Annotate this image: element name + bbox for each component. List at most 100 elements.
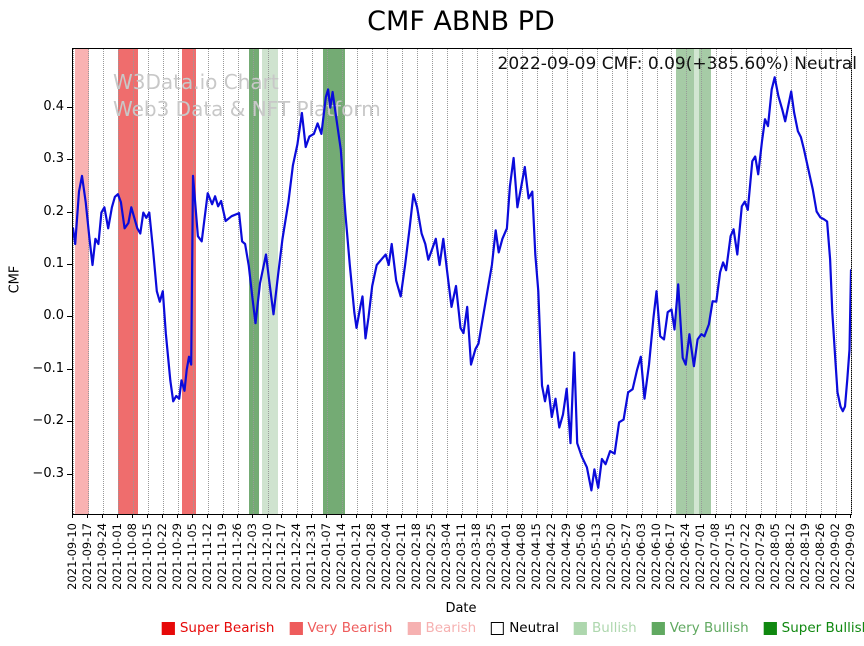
x-tick-label: 2021-12-10 — [259, 523, 274, 590]
y-tick-label: 0.2 — [43, 203, 64, 219]
x-tick-mark — [520, 514, 522, 518]
x-tick-mark — [610, 514, 612, 518]
x-tick-mark — [72, 514, 73, 518]
gridline — [551, 49, 553, 514]
y-tick-mark — [67, 473, 72, 475]
x-tick-mark — [371, 514, 373, 518]
x-tick-mark — [595, 514, 597, 518]
x-tick-label: 2021-12-03 — [244, 523, 259, 590]
x-tick-mark — [775, 514, 777, 518]
plot-area: W3Data.io Chart Web3 Data & NFT Platform… — [72, 48, 857, 515]
gridline — [686, 49, 688, 514]
x-tick-mark — [745, 514, 747, 518]
legend: Super Bearish Very Bearish Bearish Neutral B… — [161, 620, 864, 636]
x-tick-mark — [820, 514, 822, 518]
x-tick-mark — [281, 514, 283, 518]
x-tick-mark — [730, 514, 732, 518]
legend-label: Super Bullish — [781, 620, 864, 636]
legend-item-bullish: Bullish — [574, 620, 637, 636]
x-tick-label: 2022-02-25 — [424, 523, 439, 590]
x-tick-mark — [715, 514, 717, 518]
x-tick-label: 2022-03-18 — [468, 523, 483, 590]
x-tick-mark — [490, 514, 492, 518]
gridline — [566, 49, 568, 514]
gridline — [267, 49, 269, 514]
x-tick-label: 2022-08-19 — [798, 523, 813, 590]
x-tick-label: 2022-08-05 — [768, 523, 783, 590]
x-tick-label: 2021-12-24 — [289, 523, 304, 590]
x-tick-mark — [341, 514, 343, 518]
x-axis-title: Date — [445, 601, 477, 616]
y-tick-mark — [67, 211, 72, 213]
legend-label: Neutral — [509, 620, 560, 636]
x-tick-label: 2022-03-04 — [439, 523, 454, 590]
x-tick-label: 2021-10-29 — [169, 523, 184, 590]
x-tick-label: 2022-03-11 — [454, 523, 468, 590]
gridline — [806, 49, 808, 514]
y-tick-label: −0.1 — [32, 360, 64, 376]
x-tick-mark — [386, 514, 388, 518]
y-tick-label: −0.3 — [32, 465, 64, 481]
gridline — [491, 49, 493, 514]
legend-swatch — [289, 621, 303, 635]
y-tick-mark — [67, 368, 72, 370]
y-tick-mark — [67, 316, 72, 318]
gridline — [596, 49, 598, 514]
y-tick-label: 0.1 — [43, 255, 64, 271]
x-tick-mark — [161, 514, 163, 518]
x-tick-mark — [416, 514, 418, 518]
x-tick-label: 2021-09-10 — [65, 523, 79, 590]
x-tick-mark — [116, 514, 118, 518]
gridline — [387, 49, 389, 514]
x-tick-mark — [700, 514, 702, 518]
x-tick-label: 2022-08-26 — [813, 523, 828, 590]
gridline — [761, 49, 763, 514]
x-tick-label: 2022-02-18 — [409, 523, 424, 590]
x-tick-label: 2022-05-06 — [573, 523, 588, 590]
x-tick-label: 2022-04-08 — [513, 523, 528, 590]
x-tick-label: 2022-01-07 — [319, 523, 334, 590]
gridline — [731, 49, 733, 514]
x-tick-label: 2022-09-09 — [843, 523, 857, 590]
gridline — [581, 49, 583, 514]
x-tick-label: 2022-09-02 — [828, 523, 843, 590]
x-tick-mark — [191, 514, 193, 518]
legend-item-bearish: Bearish — [407, 620, 476, 636]
signal-band-very-bearish — [182, 49, 196, 514]
gridline — [521, 49, 523, 514]
signal-band-bullish — [675, 49, 694, 514]
x-tick-mark — [505, 514, 507, 518]
gridline — [342, 49, 344, 514]
x-tick-label: 2021-12-31 — [304, 523, 319, 590]
x-tick-mark — [176, 514, 178, 518]
legend-swatch — [161, 621, 175, 635]
x-tick-label: 2022-06-03 — [633, 523, 648, 590]
x-tick-label: 2021-10-22 — [154, 523, 169, 590]
legend-item-super-bullish: Super Bullish — [763, 620, 864, 636]
gridline — [102, 49, 104, 514]
x-tick-label: 2022-05-13 — [588, 523, 603, 590]
x-tick-mark — [625, 514, 627, 518]
gridline — [506, 49, 508, 514]
y-tick-label: 0.3 — [43, 151, 64, 167]
x-tick-mark — [655, 514, 657, 518]
x-tick-label: 2022-04-15 — [528, 523, 543, 590]
legend-label: Bullish — [592, 620, 637, 636]
gridline — [73, 49, 74, 514]
y-axis-title: CMF — [7, 265, 23, 294]
gridline — [222, 49, 224, 514]
gridline — [312, 49, 314, 514]
x-tick-label: 2022-07-29 — [753, 523, 768, 590]
legend-label: Bearish — [425, 620, 477, 636]
legend-swatch — [763, 621, 777, 635]
x-tick-mark — [640, 514, 642, 518]
x-tick-label: 2022-02-04 — [379, 523, 394, 590]
x-tick-mark — [221, 514, 223, 518]
x-tick-label: 2022-07-15 — [723, 523, 738, 590]
x-tick-mark — [236, 514, 238, 518]
x-tick-label: 2022-07-08 — [708, 523, 723, 590]
signal-band-bullish — [693, 49, 700, 514]
cmf-line-chart — [73, 76, 851, 492]
x-tick-mark — [790, 514, 792, 518]
